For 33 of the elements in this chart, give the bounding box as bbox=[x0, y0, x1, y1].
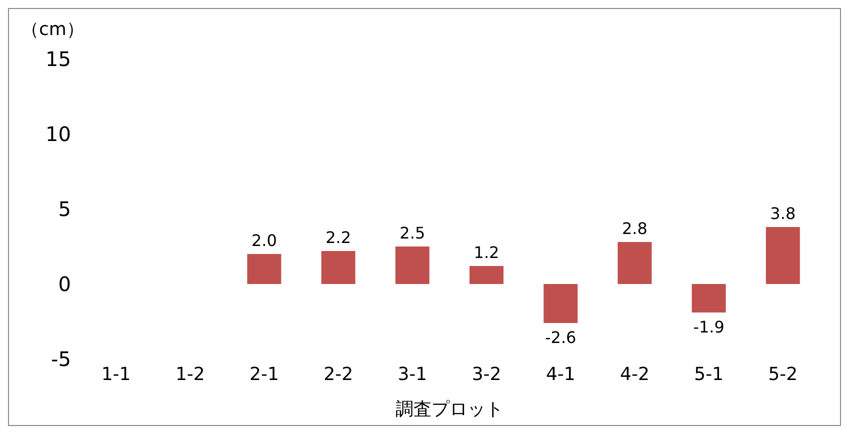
y-axis-title: （cm） bbox=[21, 18, 84, 41]
data-label: 2.2 bbox=[326, 228, 352, 247]
bar bbox=[321, 251, 356, 284]
y-tick-label: 15 bbox=[46, 47, 71, 72]
x-tick-label: 2-1 bbox=[250, 364, 279, 385]
y-tick-label: 10 bbox=[46, 122, 71, 146]
y-tick-label: -5 bbox=[51, 347, 71, 372]
x-tick-label: 4-1 bbox=[546, 364, 576, 385]
bar bbox=[544, 284, 578, 323]
bar bbox=[470, 266, 504, 284]
bar bbox=[247, 254, 282, 284]
bar bbox=[618, 242, 652, 284]
bar bbox=[395, 246, 430, 284]
data-label: -1.9 bbox=[693, 318, 724, 336]
data-label: -2.6 bbox=[544, 328, 576, 347]
bar bbox=[692, 284, 726, 312]
x-tick-label: 3-1 bbox=[398, 364, 428, 385]
x-tick-label: 5-1 bbox=[694, 364, 724, 385]
x-tick-label: 2-2 bbox=[324, 364, 354, 385]
data-label: 2.5 bbox=[400, 224, 426, 242]
x-axis-title: 調査プロット bbox=[396, 399, 504, 420]
data-label: 1.2 bbox=[474, 243, 500, 262]
y-tick-label: 0 bbox=[58, 272, 71, 296]
x-tick-label: 1-1 bbox=[101, 364, 131, 385]
x-tick-label: 5-2 bbox=[768, 364, 798, 385]
data-label: 2.0 bbox=[251, 231, 277, 250]
data-label: 3.8 bbox=[770, 204, 796, 223]
bar bbox=[766, 227, 800, 284]
x-tick-label: 4-2 bbox=[620, 364, 650, 385]
y-tick-label: 5 bbox=[58, 197, 71, 222]
x-tick-label: 1-2 bbox=[175, 364, 205, 385]
x-tick-label: 3-2 bbox=[472, 364, 502, 385]
data-label: 2.8 bbox=[622, 219, 648, 238]
